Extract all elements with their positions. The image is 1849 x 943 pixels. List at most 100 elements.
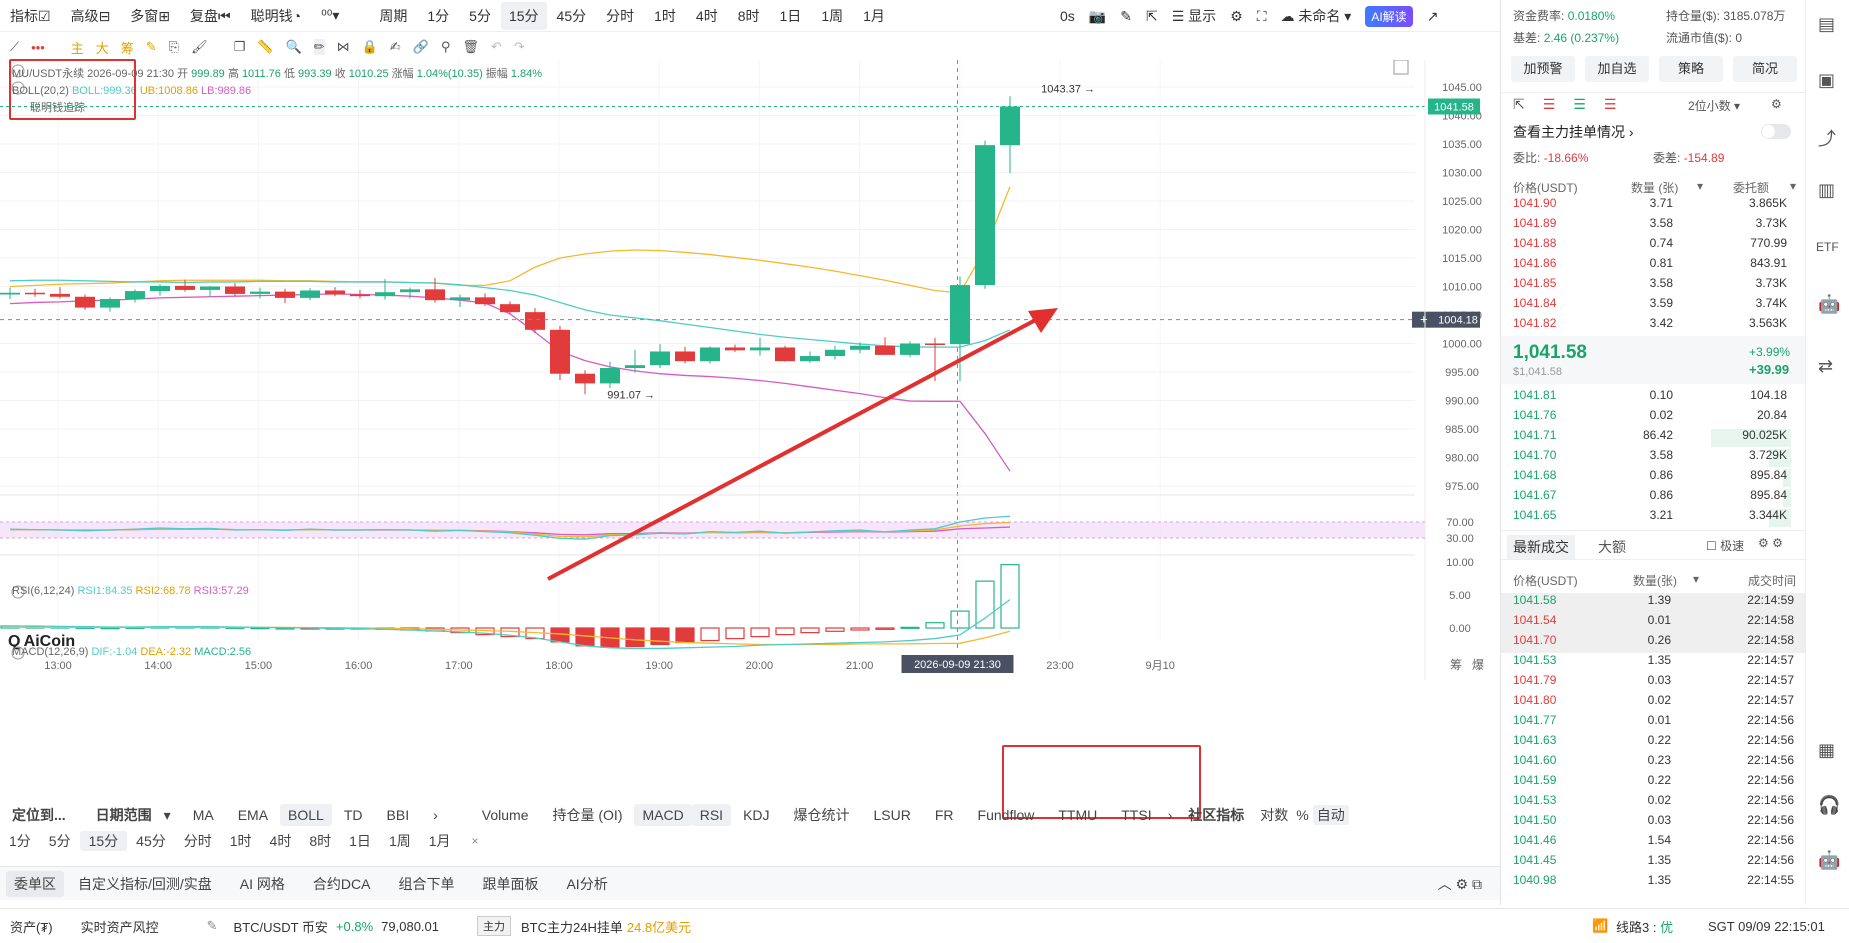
ruler-icon[interactable]: 📏 <box>257 39 274 54</box>
depth-link[interactable]: 查看主力挂单情况 › <box>1513 124 1634 140</box>
orderbook-row[interactable]: 1041.65 3.21 3.344K <box>1501 508 1791 528</box>
orderbook-row[interactable]: 1041.70 3.58 3.729K <box>1501 448 1791 468</box>
orderbook-bid-icon[interactable]: ☰ <box>1573 96 1586 112</box>
depth-toggle[interactable] <box>1761 124 1791 139</box>
swap-icon[interactable]: ⇄ <box>1818 356 1834 376</box>
sub-indicator-item[interactable]: RSI <box>691 804 732 826</box>
order-tab[interactable]: 组合下单 <box>398 875 455 892</box>
chart-icon[interactable]: ⤴ <box>1818 129 1836 149</box>
orderbook-row[interactable]: 1041.90 3.71 3.865K <box>1501 196 1791 216</box>
main-indicator-bbi[interactable]: BBI <box>386 807 410 823</box>
copy-icon[interactable]: ⎘ <box>168 39 180 54</box>
overview-button[interactable]: 简况 <box>1733 56 1797 82</box>
redo-icon[interactable]: ↷ <box>513 39 525 54</box>
period-option[interactable]: 1分 <box>9 833 31 849</box>
add-alert-button[interactable]: 加预警 <box>1511 56 1575 82</box>
main-indicator-boll[interactable]: BOLL <box>280 804 332 826</box>
scale-option[interactable]: 自动 <box>1312 805 1349 825</box>
orderbook-row[interactable]: 1041.68 0.86 895.84 <box>1501 468 1791 488</box>
period-option[interactable]: 1周 <box>388 833 411 849</box>
scale-option[interactable]: % <box>1296 807 1309 823</box>
topbar-item[interactable]: 4时 <box>695 7 718 24</box>
orderbook-row[interactable]: 1041.84 3.59 3.74K <box>1501 296 1791 316</box>
period-option[interactable]: 8时 <box>309 833 332 849</box>
share-icon[interactable]: ⇱ <box>1513 96 1525 112</box>
tab-latest-trades[interactable]: 最新成交 <box>1507 535 1575 559</box>
trade-settings-icon[interactable]: ⚙ ⚙ <box>1758 536 1783 550</box>
topbar-item[interactable]: 45分 <box>556 7 587 24</box>
layout-name-select[interactable]: ☁ 未命名 ▾ <box>1280 8 1352 24</box>
sub-indicator-item[interactable]: Volume <box>481 807 529 823</box>
chips-toggle[interactable]: 筹 <box>120 40 134 56</box>
orderbook-row[interactable]: 1041.71 86.42 90.025K <box>1501 428 1791 448</box>
camera-icon[interactable]: 📷 <box>1088 7 1107 24</box>
topbar-item[interactable]: 聪明钱◔ <box>250 7 302 24</box>
topbar-item[interactable]: 高级⊟ <box>70 7 111 24</box>
community-indicators-button[interactable]: 社区指标 <box>1188 807 1245 823</box>
refresh-counter[interactable]: 0s <box>1060 8 1075 24</box>
magnet-icon[interactable]: ⋈ <box>336 39 350 54</box>
orderbook-row[interactable]: 1041.86 0.81 843.91 <box>1501 256 1791 276</box>
smart-money-label[interactable]: 聪明钱追踪 <box>30 102 85 114</box>
link-icon[interactable]: 🔗 <box>412 39 429 54</box>
orderbook-ask-icon[interactable]: ☰ <box>1603 96 1617 112</box>
order-tab[interactable]: 合约DCA <box>312 875 371 892</box>
lock-icon[interactable]: 🔒 <box>361 39 378 54</box>
headset-icon[interactable]: 🎧 <box>1818 795 1841 815</box>
period-option[interactable]: 1月 <box>428 833 451 849</box>
orderbook-row[interactable]: 1041.76 0.02 20.84 <box>1501 408 1791 428</box>
scale-option[interactable]: 对数 <box>1260 807 1289 823</box>
risk-control-link[interactable]: 实时资产风控 <box>80 919 159 935</box>
robot-icon[interactable]: 🤖 <box>1818 294 1841 314</box>
period-option[interactable]: 分时 <box>183 833 212 849</box>
settings-icon[interactable]: ⚙ <box>1771 97 1782 111</box>
kline-chart[interactable]: 1045.001040.001035.001030.001025.001020.… <box>0 60 1500 795</box>
orderbook-row[interactable]: 1041.81 0.10 104.18 <box>1501 388 1791 408</box>
panel-controls[interactable]: ︿ ⚙ ⧉ <box>1437 875 1482 892</box>
document-icon[interactable]: ▤ <box>1818 14 1836 34</box>
period-option[interactable]: 5分 <box>48 833 71 849</box>
sub-indicator-item[interactable]: Fundflow <box>977 807 1035 823</box>
close-period-icon[interactable]: × <box>471 834 479 848</box>
order-tab[interactable]: AI分析 <box>566 875 608 892</box>
main-indicator-ema[interactable]: EMA <box>237 807 269 823</box>
orderbook-row[interactable]: 1041.89 3.58 3.73K <box>1501 216 1791 236</box>
orderbook-row[interactable]: 1041.85 3.58 3.73K <box>1501 276 1791 296</box>
orderbook-row[interactable]: 1041.82 3.42 3.563K <box>1501 316 1791 336</box>
undo-icon[interactable]: ↶ <box>490 39 502 54</box>
period-option[interactable]: 45分 <box>136 833 166 849</box>
order-tab[interactable]: 跟单面板 <box>482 875 539 892</box>
orderbook-row[interactable]: 1041.67 0.86 895.84 <box>1501 488 1791 508</box>
locate-button[interactable]: 定位到... <box>12 807 66 823</box>
ticker-pair[interactable]: BTC/USDT 币安 <box>233 919 328 935</box>
copy2-icon[interactable]: ❐ <box>233 39 246 54</box>
dots-tool-icon[interactable]: ••• <box>31 39 45 55</box>
main-force-toggle[interactable]: 主 <box>70 40 84 56</box>
topbar-item[interactable]: 1分 <box>427 7 450 24</box>
note-icon[interactable]: ✍ <box>389 39 401 54</box>
sub-indicator-item[interactable]: KDJ <box>743 807 770 823</box>
topbar-item[interactable]: 8时 <box>737 7 760 24</box>
order-tab[interactable]: 自定义指标/回测/实盘 <box>78 875 212 892</box>
fast-mode-checkbox[interactable]: ☐ 极速 <box>1706 539 1745 553</box>
sub-indicator-item[interactable]: 爆仓统计 <box>793 807 850 823</box>
main-indicator-td[interactable]: TD <box>343 807 363 823</box>
topbar-item[interactable]: 5分 <box>469 7 491 24</box>
period-option[interactable]: 15分 <box>79 831 128 851</box>
filter-icon[interactable]: ⚲ <box>440 39 451 54</box>
orderbook-both-icon[interactable]: ☰ <box>1542 96 1556 112</box>
trash-icon[interactable]: 🗑 <box>462 39 479 54</box>
sub-indicator-item[interactable]: MACD <box>634 804 692 826</box>
strategy-button[interactable]: 策略 <box>1659 56 1723 82</box>
export-icon[interactable]: ⇱ <box>1145 7 1158 24</box>
draw-icon[interactable]: ✏ <box>313 39 325 55</box>
topbar-item[interactable]: 1日 <box>779 7 802 24</box>
add-watchlist-button[interactable]: 加自选 <box>1585 56 1649 82</box>
line-select[interactable]: 线路3 : 优 <box>1616 919 1674 935</box>
period-option[interactable]: 1日 <box>349 833 371 849</box>
date-range-select[interactable]: 日期范围 <box>95 807 152 823</box>
brush-icon[interactable]: 🖌 <box>191 39 208 54</box>
more-indicators-icon[interactable]: › <box>433 807 438 823</box>
ai-interpret-button[interactable]: AI解读 <box>1365 5 1413 27</box>
zoom-icon[interactable]: 🔍 <box>285 39 302 54</box>
